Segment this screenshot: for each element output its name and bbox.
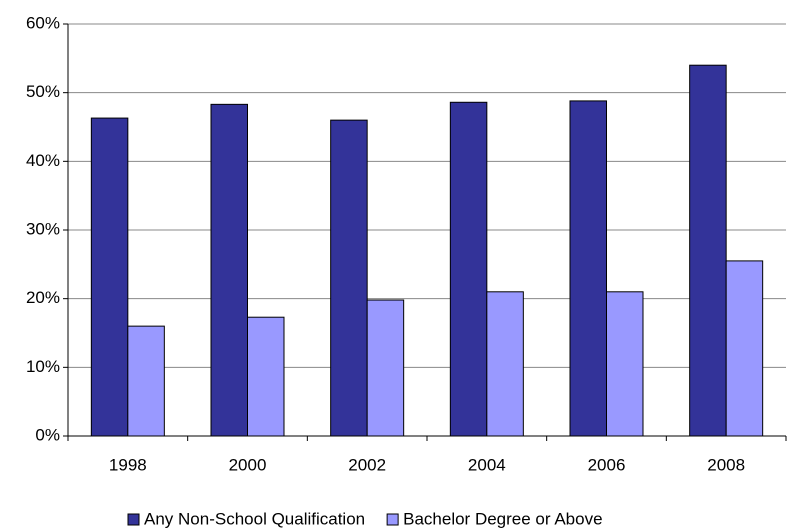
x-tick-label: 2004	[468, 455, 506, 474]
bar	[90, 117, 129, 437]
y-tick-label: 0%	[35, 425, 60, 444]
y-tick-label: 10%	[26, 357, 60, 376]
bar	[486, 291, 524, 437]
y-tick-label: 40%	[26, 151, 60, 170]
y-tick-label: 20%	[26, 288, 60, 307]
x-tick-label: 2006	[588, 455, 626, 474]
bar	[606, 291, 644, 437]
x-tick-label: 2000	[229, 455, 267, 474]
bar	[366, 299, 405, 437]
y-tick-label: 30%	[26, 219, 60, 238]
y-tick-label: 60%	[26, 13, 60, 32]
x-tick-label: 1998	[109, 455, 147, 474]
x-tick-label: 2008	[707, 455, 745, 474]
bar	[127, 325, 165, 437]
legend-label: Bachelor Degree or Above	[403, 509, 602, 528]
bar	[449, 101, 488, 437]
bar	[247, 316, 285, 437]
legend-label: Any Non-School Qualification	[144, 509, 365, 528]
x-tick-label: 2002	[348, 455, 386, 474]
legend-swatch	[127, 513, 140, 526]
legend-swatch	[386, 513, 399, 526]
bar	[210, 103, 248, 437]
bar	[330, 119, 368, 437]
bar	[569, 100, 607, 437]
bar	[689, 64, 727, 437]
bar	[725, 260, 764, 437]
y-tick-label: 50%	[26, 82, 60, 101]
